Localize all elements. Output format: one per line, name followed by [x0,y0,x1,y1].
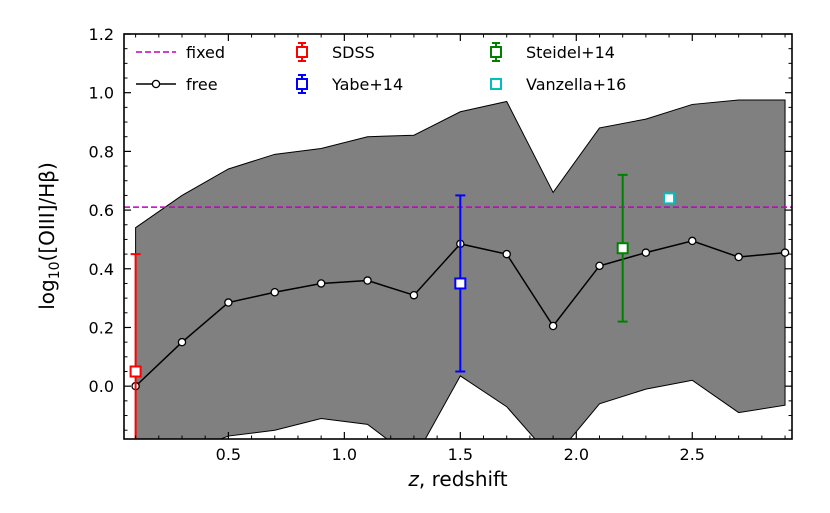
legend-label-free: free [186,75,218,94]
vanzella-16-point [663,192,676,205]
legend-item-yabe-14: Yabe+14 [296,74,403,94]
free-series-point [363,276,372,285]
free-series-point [270,288,280,297]
legend-label-vanzella-16: Vanzella+16 [526,75,626,94]
y-axis-label-base: log [35,279,59,310]
axes-frame [123,33,793,440]
sdss-point [129,365,142,378]
legend-label-steidel-14: Steidel+14 [526,43,615,62]
y-tick-label: 0.0 [89,377,114,396]
y-tick-label: 1.2 [89,25,114,44]
free-series-point [177,337,187,347]
legend-item-sdss: SDSS [296,42,375,62]
x-tick-label: 2.5 [680,445,705,464]
free-series-point [734,252,743,262]
y-axis-label: log10([OIII]/Hβ) [35,162,63,310]
free-series-point [316,279,326,288]
free-series-point [641,248,651,257]
yabe-14-point [454,277,467,290]
y-tick-label: 0.2 [89,318,114,337]
legend-marker-steidel-14 [490,46,502,58]
legend-item-steidel-14: Steidel+14 [490,42,615,62]
legend-label-fixed: fixed [186,43,225,62]
y-tick-label: 0.4 [89,260,114,279]
legend-marker-free [151,79,161,89]
legend-marker-yabe-14 [296,78,308,90]
legend-item-free: free [136,75,218,94]
x-axis-label-var: z [407,467,419,491]
y-axis-label-rest: ([OIII]/Hβ) [35,162,59,261]
x-axis-label: z, redshift [407,467,507,491]
free-series-point [548,321,558,331]
plot-area [124,99,792,439]
x-tick-label: 2.0 [564,445,589,464]
free-series-point [502,249,511,259]
x-tick-label: 1.5 [448,445,473,464]
free-series-point [595,261,604,271]
legend: fixed free SDSS Yabe+14 Steidel+14 Vanzella+1… [136,42,626,94]
free-series-point [409,290,419,300]
legend-label-sdss: SDSS [332,43,375,62]
steidel-14-point [616,242,629,255]
legend-marker-vanzella-16 [490,78,502,90]
y-axis-label-sub: 10 [47,261,63,279]
y-tick-label: 0.6 [89,201,114,220]
legend-label-yabe-14: Yabe+14 [331,75,403,94]
x-axis-label-rest: , redshift [419,467,508,491]
y-tick-label: 0.8 [89,142,114,161]
free-series-point [224,298,233,307]
free-series-point [780,248,790,257]
ticks: 0.5 1.0 1.5 2.0 2.5 0.0 0.2 0.4 0.6 0.8 1.0 1.2 [89,25,792,464]
free-series-point [688,236,697,246]
legend-item-vanzella-16: Vanzella+16 [490,75,626,94]
x-tick-label: 0.5 [216,445,241,464]
y-tick-label: 1.0 [89,84,114,103]
x-tick-label: 1.0 [332,445,357,464]
legend-marker-sdss [296,46,308,58]
legend-item-fixed: fixed [136,43,225,62]
